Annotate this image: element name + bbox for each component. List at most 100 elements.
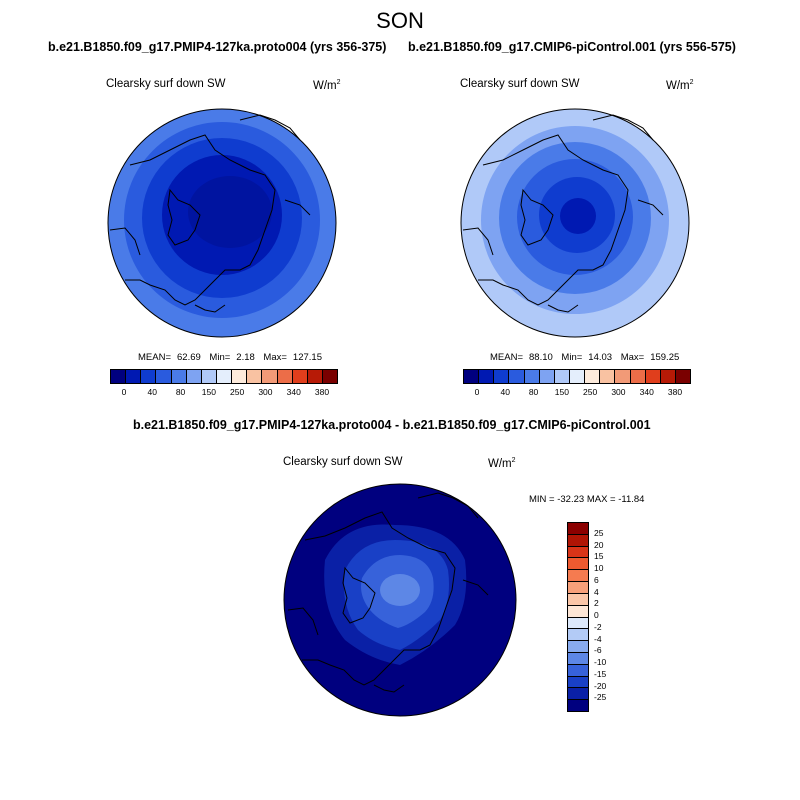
colorbar-swatch [568, 523, 588, 535]
colorbar-tick-label: 300 [258, 387, 273, 397]
colorbar-swatch [568, 664, 588, 677]
colorbar-tick-label: 380 [667, 387, 683, 397]
colorbar-tick-label: 2 [594, 598, 599, 609]
colorbar-tick-label: 4 [594, 586, 599, 597]
colorbar-tick-label: -6 [594, 645, 602, 656]
panel-1-variable-label: Clearsky surf down SW [106, 78, 226, 90]
colorbar-swatch [569, 370, 586, 383]
panel-1-title: b.e21.B1850.f09_g17.PMIP4-127ka.proto004… [48, 40, 387, 54]
map2-border [460, 108, 690, 338]
colorbar-swatch [322, 370, 338, 383]
colorbar-swatch [277, 370, 293, 383]
map2-band-0 [461, 109, 689, 337]
diff-coastlines [287, 492, 489, 693]
colorbar-swatch [292, 370, 308, 383]
colorbar-swatch [568, 700, 588, 711]
colorbar-swatch [111, 370, 127, 383]
colorbar-swatch [568, 593, 588, 606]
colorbar-tick-label: 340 [286, 387, 301, 397]
map1-coastlines [109, 114, 311, 313]
colorbar-tick-label: 380 [314, 387, 330, 397]
colorbar-swatch [568, 570, 588, 583]
colorbar-swatch [568, 558, 588, 571]
panel-2-variable-label: Clearsky surf down SW [460, 78, 580, 90]
map1-band-2 [142, 138, 302, 298]
map2-band-5 [560, 198, 596, 234]
colorbar-swatch [630, 370, 646, 383]
colorbar-tick-label: 15 [594, 551, 604, 562]
panel-2-stats: MEAN= 88.10 Min= 14.03 Max= 159.25 [490, 352, 680, 363]
diff-band-0 [284, 484, 516, 716]
colorbar-tick-label: -4 [594, 633, 602, 644]
colorbar-swatch [660, 370, 676, 383]
colorbar-swatch [675, 370, 691, 383]
colorbar-tick-label: 0 [474, 387, 480, 397]
diff-colorbar [567, 522, 589, 712]
colorbar-swatch [156, 370, 172, 383]
colorbar-tick-label: 40 [147, 387, 158, 397]
panel-1-colorbar-ticks: 0 40 80 150 250 300 340 380 [110, 387, 336, 399]
colorbar-swatch [568, 641, 588, 653]
panel-2-unit-label: W/m2 [666, 79, 694, 92]
colorbar-swatch [524, 370, 540, 383]
colorbar-swatch [171, 370, 187, 383]
panel-2-title: b.e21.B1850.f09_g17.CMIP6-piControl.001 … [408, 40, 736, 54]
map2-coastlines [462, 114, 664, 313]
colorbar-tick-label: 40 [500, 387, 511, 397]
colorbar-tick-label: 6 [594, 574, 599, 585]
map1-border [107, 108, 337, 338]
colorbar-tick-label: 340 [639, 387, 654, 397]
colorbar-swatch [568, 617, 588, 630]
colorbar-swatch [568, 534, 588, 547]
panel-1-unit-label: W/m2 [313, 79, 341, 92]
diff-colorbar-ticks: 25 20 15 10 6 4 2 0 -2 -4 -6 -10 -15 -20 -25 [592, 522, 632, 710]
colorbar-swatch [568, 629, 588, 642]
map1-band-0 [108, 109, 336, 337]
colorbar-tick-label: 150 [554, 387, 569, 397]
colorbar-swatch [494, 370, 510, 383]
colorbar-swatch [141, 370, 157, 383]
colorbar-swatch [464, 370, 480, 383]
map2-band-3 [517, 159, 633, 275]
panel-2-colorbar [463, 369, 691, 384]
colorbar-tick-label: -2 [594, 621, 602, 632]
colorbar-swatch [645, 370, 661, 383]
diff-band-3 [361, 555, 434, 628]
diff-panel-unit-label: W/m2 [488, 457, 516, 470]
diff-panel-minmax: MIN = -32.23 MAX = -11.84 [529, 494, 645, 505]
map2-band-4 [539, 177, 615, 253]
colorbar-swatch [262, 370, 278, 383]
colorbar-tick-label: 250 [230, 387, 245, 397]
colorbar-swatch [585, 370, 601, 383]
map2-band-2 [499, 142, 651, 294]
colorbar-tick-label: 250 [583, 387, 598, 397]
map1-band-3 [162, 155, 282, 275]
colorbar-swatch [126, 370, 142, 383]
map1-band-4 [188, 176, 272, 248]
colorbar-tick-label: 25 [594, 527, 604, 538]
colorbar-swatch [600, 370, 616, 383]
colorbar-tick-label: -15 [594, 668, 607, 679]
colorbar-swatch [554, 370, 570, 383]
page-title: SON [376, 8, 424, 33]
colorbar-swatch [509, 370, 525, 383]
colorbar-tick-label: 10 [594, 563, 604, 573]
colorbar-tick-label: -25 [594, 692, 607, 703]
colorbar-swatch [186, 370, 202, 383]
panel-2-colorbar-ticks: 0 40 80 150 250 300 340 380 [463, 387, 689, 399]
colorbar-swatch [479, 370, 495, 383]
colorbar-tick-label: 300 [611, 387, 626, 397]
colorbar-swatch [568, 605, 588, 618]
colorbar-tick-label: 80 [528, 387, 539, 397]
colorbar-swatch [568, 582, 588, 594]
diff-panel-variable-label: Clearsky surf down SW [283, 456, 403, 468]
colorbar-swatch [247, 370, 263, 383]
colorbar-swatch [232, 370, 248, 383]
panel-1-colorbar [110, 369, 338, 384]
colorbar-tick-label: 20 [594, 539, 604, 550]
colorbar-tick-label: 150 [201, 387, 216, 397]
colorbar-swatch [307, 370, 323, 383]
diff-map-border [283, 483, 517, 717]
